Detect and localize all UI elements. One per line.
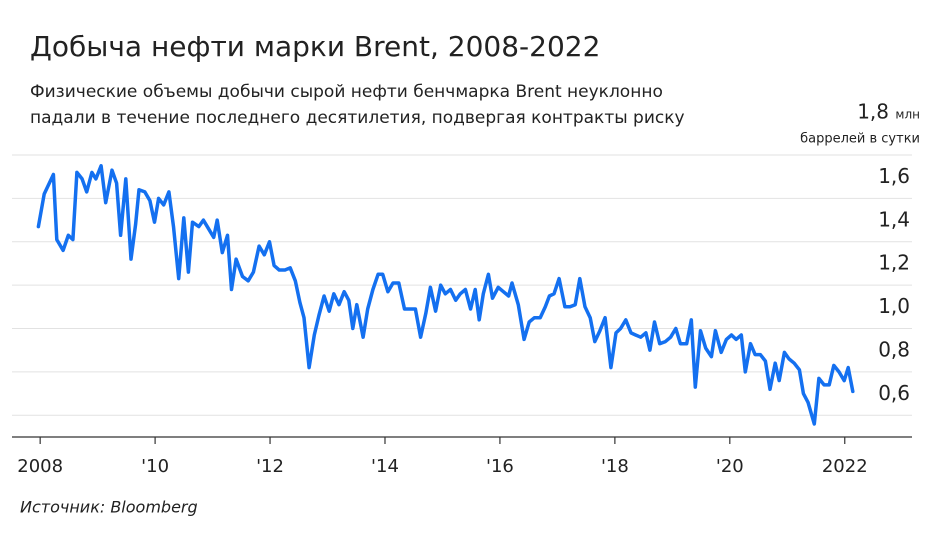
x-tick-label: '10: [141, 456, 169, 477]
y-tick-label: 1,6: [878, 164, 910, 188]
x-tick-label: 2022: [822, 456, 868, 477]
y-tick-label: 1,8: [857, 100, 889, 124]
y-unit: млн: [895, 108, 920, 122]
y-tick-label: 0,8: [878, 337, 910, 361]
x-tick-label: 2008: [17, 456, 63, 477]
subtitle: падали в течение последнего десятилетия,…: [30, 108, 685, 128]
subtitle: Физические объемы добычи сырой нефти бен…: [30, 82, 663, 102]
x-tick-label: '20: [716, 456, 744, 477]
x-tick-label: '12: [256, 456, 284, 477]
y-tick-label: 1,0: [878, 294, 910, 318]
y-tick-label: 0,6: [878, 381, 910, 405]
chart-title: Добыча нефти марки Brent, 2008-2022: [30, 30, 600, 63]
x-tick-label: '18: [601, 456, 629, 477]
data-line: [36, 164, 855, 426]
source: Источник: Bloomberg: [20, 498, 198, 517]
y-tick-label: 1,4: [878, 207, 910, 231]
x-tick-label: '16: [486, 456, 514, 477]
x-tick-label: '14: [371, 456, 399, 477]
y-unit-note: баррелей в сутки: [800, 132, 920, 147]
y-tick-label: 1,2: [878, 251, 910, 275]
